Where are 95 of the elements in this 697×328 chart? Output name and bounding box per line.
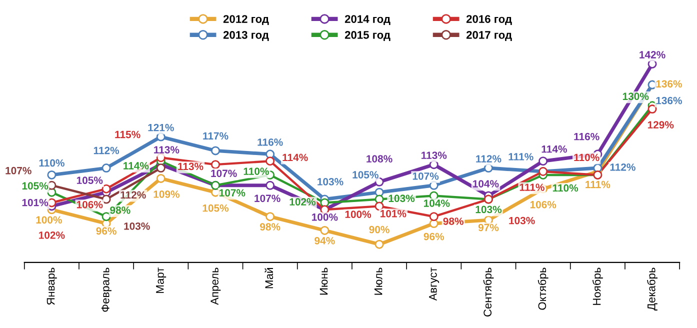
x-tick-label: Январь xyxy=(46,268,57,305)
point xyxy=(320,226,330,235)
data-label: 100% xyxy=(312,213,338,221)
legend-label: 2013 год xyxy=(223,30,269,41)
data-label: 111% xyxy=(586,180,610,188)
x-tick-label: Апрель xyxy=(210,268,221,305)
data-label: 100% xyxy=(345,210,372,218)
data-label: 112% xyxy=(94,146,120,154)
point xyxy=(47,170,56,180)
data-label: 121% xyxy=(148,124,174,132)
data-label: 112% xyxy=(610,163,636,171)
data-label: 114% xyxy=(282,154,308,162)
data-label: 105% xyxy=(352,171,378,178)
x-tick-label: Август xyxy=(429,267,440,301)
data-label: 110% xyxy=(39,159,64,167)
data-label: 100% xyxy=(36,216,62,224)
data-label: 103% xyxy=(388,194,415,202)
point xyxy=(102,164,111,173)
data-label: 142% xyxy=(640,51,666,58)
legend-label: 2015 год xyxy=(344,30,390,41)
x-tick-label: Июнь xyxy=(320,268,328,295)
point xyxy=(266,180,275,190)
data-label: 111% xyxy=(520,184,544,191)
x-tick-label: Ноябрь xyxy=(592,268,603,305)
legend-label: 2014 год xyxy=(344,15,390,26)
data-label: 98% xyxy=(110,206,130,214)
data-label: 105% xyxy=(22,182,48,190)
legend-label: 2017 год xyxy=(466,30,512,41)
x-tick-label: Октябрь xyxy=(538,268,548,310)
x-tick-label: Март xyxy=(156,267,166,293)
data-label: 96% xyxy=(424,232,444,240)
point xyxy=(102,184,111,194)
data-label: 112% xyxy=(476,155,502,162)
data-label: 113% xyxy=(178,162,204,170)
data-label: 101% xyxy=(380,210,406,218)
data-label: 114% xyxy=(124,162,149,170)
data-label: 104% xyxy=(473,180,499,188)
data-label: 107% xyxy=(219,189,246,197)
data-label: 96% xyxy=(96,227,116,235)
x-tick-label: Сентябрь xyxy=(483,268,494,316)
data-label: 115% xyxy=(115,130,140,138)
data-label: 105% xyxy=(76,176,103,184)
x-tick-label: Май xyxy=(264,268,274,288)
legend-label: 2012 год xyxy=(223,15,269,26)
data-label: 103% xyxy=(476,206,502,214)
point xyxy=(538,156,548,166)
data-label: 104% xyxy=(424,200,450,207)
data-label: 107% xyxy=(211,170,237,178)
data-label: 103% xyxy=(124,222,150,230)
data-label: 136% xyxy=(656,80,682,88)
data-label: 103% xyxy=(318,178,344,186)
data-label: 109% xyxy=(154,190,180,198)
data-label: 90% xyxy=(369,226,390,234)
data-label: 110% xyxy=(552,184,578,192)
point xyxy=(266,156,275,166)
data-label: 116% xyxy=(574,132,600,140)
data-label: 108% xyxy=(366,155,392,162)
data-label: 105% xyxy=(202,204,229,212)
data-label: 112% xyxy=(120,191,146,199)
data-label: 136% xyxy=(656,96,682,104)
data-label: 116% xyxy=(258,138,283,146)
data-label: 114% xyxy=(542,145,567,153)
data-label: 102% xyxy=(39,231,65,239)
x-tick-label: Февраль xyxy=(101,268,112,312)
data-label: 103% xyxy=(509,216,535,224)
data-label: 107% xyxy=(6,166,32,174)
legend-label: 2016 год xyxy=(466,15,512,26)
data-label: 117% xyxy=(203,132,228,140)
x-tick-label: Июль xyxy=(374,268,382,295)
data-label: 107% xyxy=(254,194,280,202)
data-label: 110% xyxy=(244,168,269,175)
x-tick-label: Декабрь xyxy=(647,268,658,311)
data-label: 113% xyxy=(422,152,447,160)
data-label: 101% xyxy=(22,198,48,206)
point xyxy=(429,212,438,222)
point xyxy=(156,174,166,183)
data-label: 110% xyxy=(574,154,600,162)
point xyxy=(210,146,220,156)
data-label: 113% xyxy=(154,146,180,154)
data-label: 97% xyxy=(478,224,499,232)
point xyxy=(648,104,657,114)
data-label: 111% xyxy=(508,153,534,160)
data-label: 106% xyxy=(76,200,103,208)
data-label: 106% xyxy=(530,200,556,208)
data-label: 98% xyxy=(260,223,280,231)
data-label: 107% xyxy=(412,172,439,180)
data-label: 98% xyxy=(443,218,464,225)
data-label: 129% xyxy=(648,121,674,129)
data-label: 94% xyxy=(314,237,335,244)
data-label: 130% xyxy=(622,92,649,100)
point xyxy=(266,212,275,222)
point xyxy=(102,194,111,204)
point xyxy=(210,160,220,170)
data-label: 102% xyxy=(290,198,316,206)
point xyxy=(374,240,384,249)
